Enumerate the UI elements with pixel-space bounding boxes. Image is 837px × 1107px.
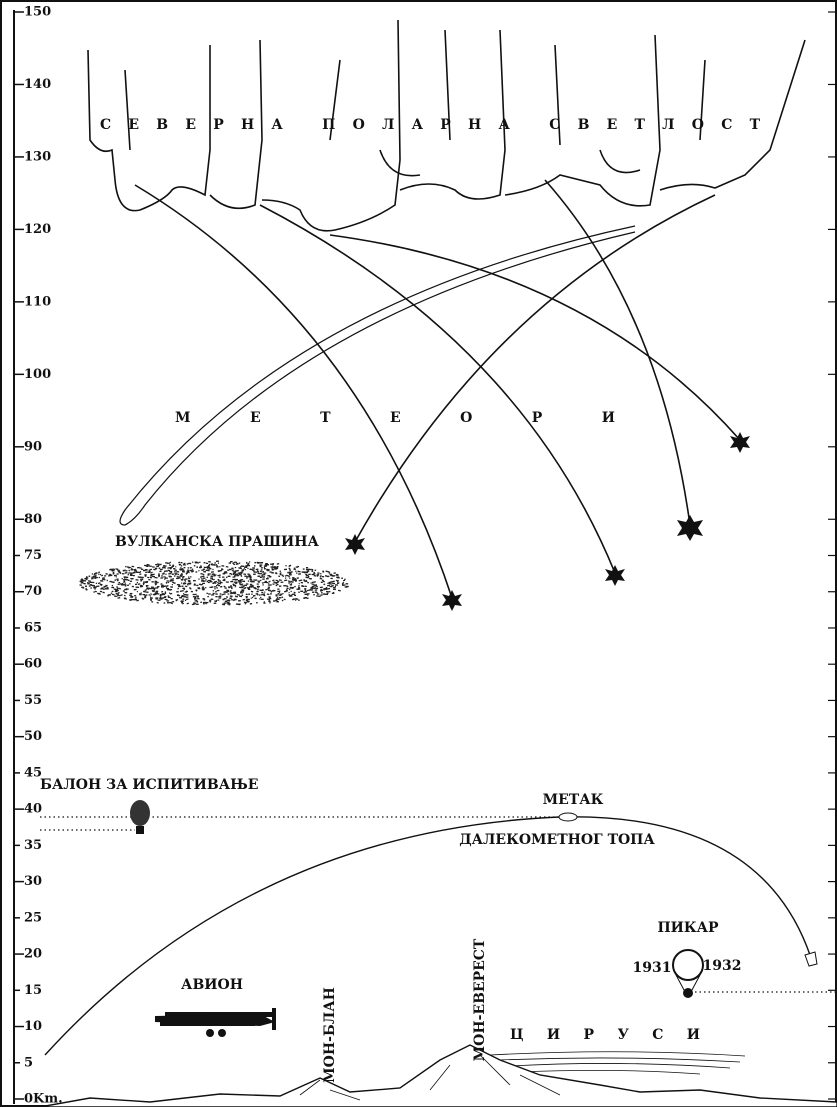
tick-label: 45 [24,765,42,780]
tick-label: 30 [24,874,42,889]
year-1931: 1931 [633,960,672,976]
tick-label: 50 [24,729,42,744]
tick-label: 70 [24,584,42,599]
cannon-label: ДАЛЕКОМЕТНОГ ТОПА [459,832,655,848]
tick-label: 10 [24,1019,42,1034]
tick-label: 20 [24,947,42,962]
tick-label: 80 [24,512,42,527]
tick-label: 140 [24,77,51,92]
balloon-label: БАЛОН ЗА ИСПИТИВАЊЕ [40,777,258,793]
tick-label: 15 [24,983,42,998]
everest-label: МОН-ЕВЕРЕСТ [472,938,488,1061]
mont-blanc-label: МОН-БЛАН [322,987,338,1083]
cirrus-label: ЦИРУСИ [510,1027,700,1043]
tick-label: 90 [24,439,42,454]
volcanic-dust [80,561,349,605]
shell [805,952,817,966]
tick-label: 60 [24,657,42,672]
diagram: СЕВЕРНА ПОЛАРНА СВЕТЛОСТ МЕТЕОРИ ВУЛКАНС… [0,0,837,1107]
tick-label: 130 [24,149,51,164]
tick-label: 5 [24,1055,33,1070]
airplane-label: АВИОН [181,977,243,993]
bullet [559,813,577,821]
meteor-stars [345,432,750,611]
tick-label: 100 [24,367,51,382]
altitude-scale: 150 140 130 120 110 100 90 80 75 70 65 60 55 50 45 40 35… [14,5,837,1107]
aurora-label: СЕВЕРНА ПОЛАРНА СВЕТЛОСТ [100,117,761,133]
tick-label: 35 [24,838,42,853]
volcanic-dust-label: ВУЛКАНСКА ПРАШИНА [115,534,319,550]
airplane [155,1008,276,1037]
tick-label: 0Km. [24,1092,63,1107]
piccard-balloon [673,950,703,998]
bullet-label: МЕТАК [543,792,604,808]
tick-label: 75 [24,548,42,563]
frame [1,1,836,1106]
tick-label: 150 [24,5,51,20]
tick-label: 120 [24,222,51,237]
dust-speckles [80,561,349,605]
year-1932: 1932 [703,958,742,974]
tick-label: 40 [24,802,42,817]
tick-label: 25 [24,910,42,925]
meteors-label: МЕТЕОРИ [175,410,615,426]
balloon [130,800,150,834]
tick-label: 65 [24,620,42,635]
piccard-label: ПИКАР [657,920,719,936]
tick-label: 55 [24,693,42,708]
tick-label: 110 [24,294,51,309]
